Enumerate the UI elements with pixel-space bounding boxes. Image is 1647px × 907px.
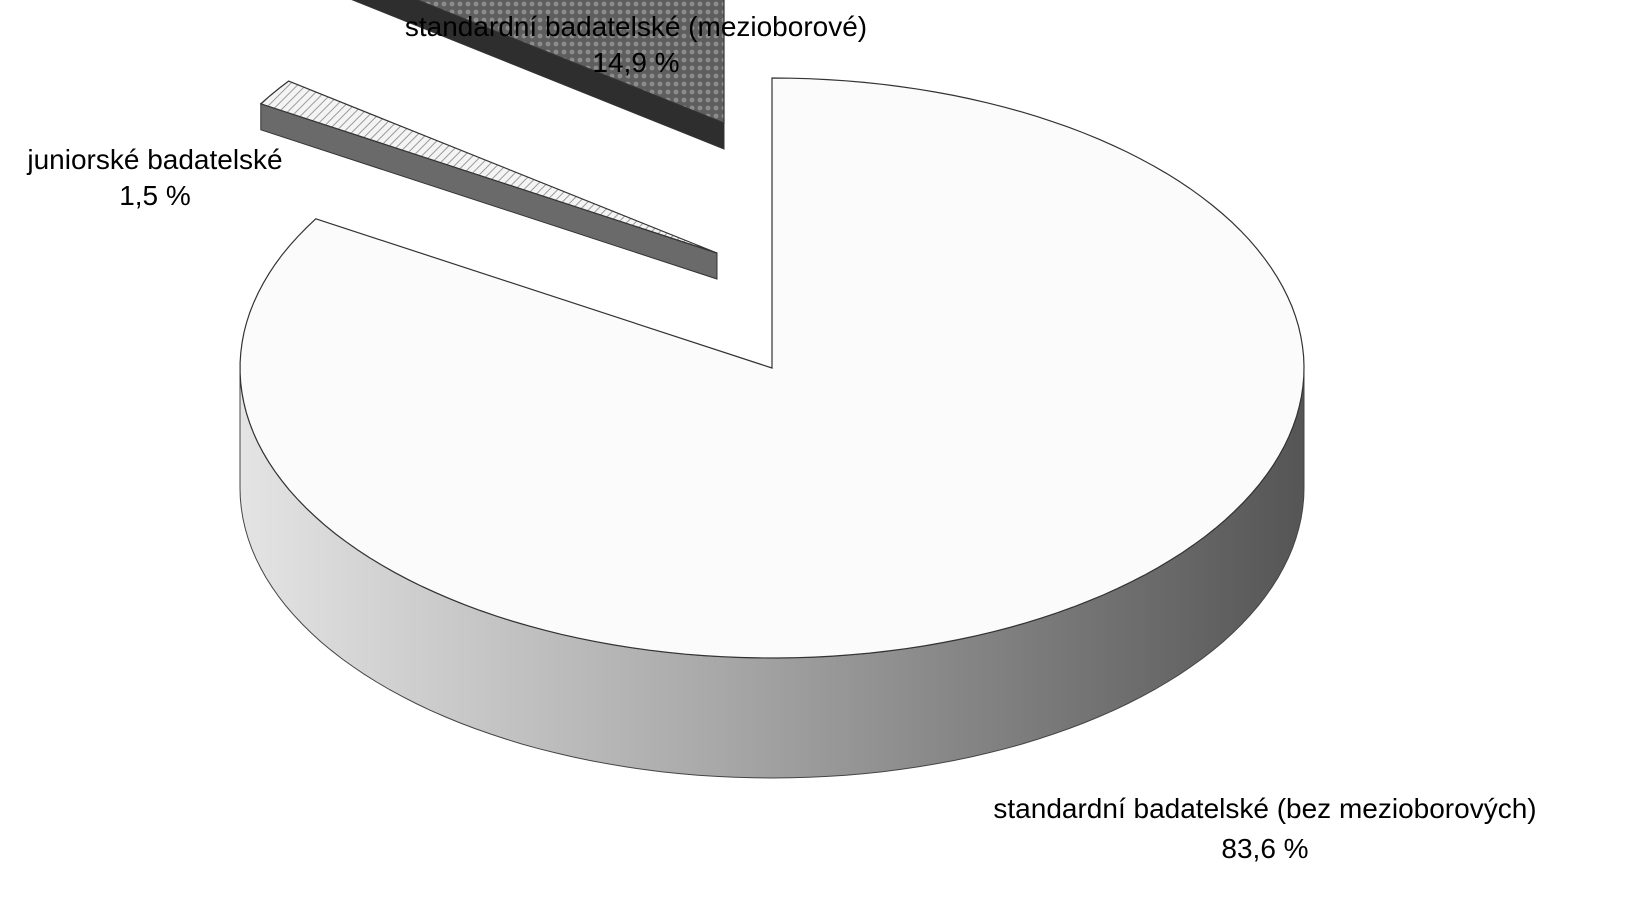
pie-slice-top	[259, 80, 718, 254]
pie-slice-top	[239, 77, 1305, 659]
slice-value-label: 14,9 %	[592, 47, 679, 78]
pie-slices	[239, 0, 1305, 779]
pie-slice	[259, 80, 718, 280]
slice-label: standardní badatelské (bez mezioborových…	[993, 793, 1536, 824]
slice-label: juniorské badatelské	[26, 144, 282, 175]
pie-slice-top	[415, 0, 725, 124]
slice-value-label: 83,6 %	[1221, 833, 1308, 864]
pie-labels: standardní badatelské (bez mezioborových…	[26, 11, 1536, 864]
pie-slice	[351, 0, 725, 150]
pie-slice	[239, 77, 1305, 779]
slice-value-label: 1,5 %	[119, 180, 191, 211]
slice-label: standardní badatelské (mezioborové)	[405, 11, 867, 42]
